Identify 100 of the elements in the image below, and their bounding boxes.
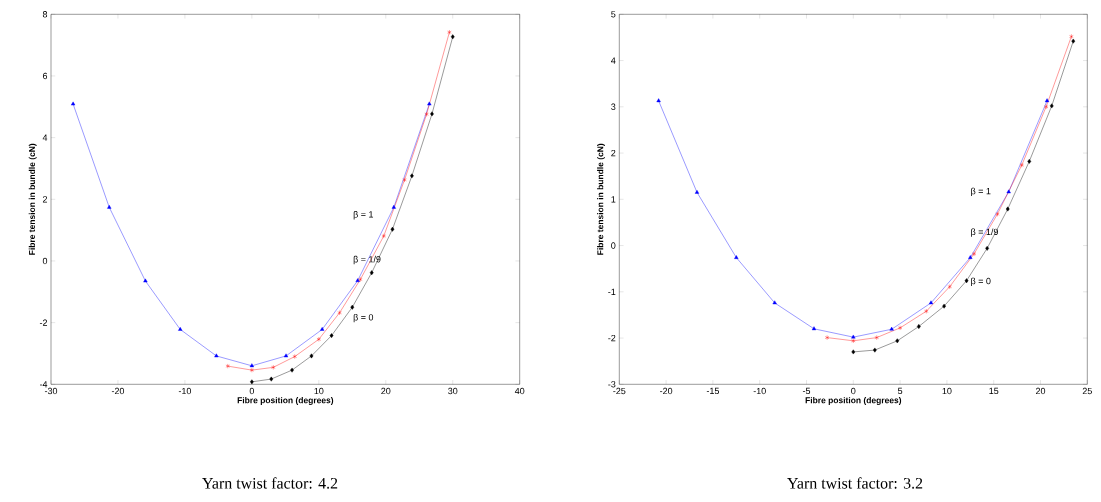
x-axis-title: Fibre position (degrees) bbox=[805, 397, 902, 405]
point bbox=[316, 336, 321, 342]
point bbox=[1044, 98, 1050, 103]
point bbox=[772, 300, 777, 305]
point bbox=[329, 333, 334, 338]
point bbox=[309, 353, 314, 359]
point bbox=[250, 379, 254, 385]
point bbox=[402, 177, 407, 183]
point bbox=[369, 270, 374, 276]
point bbox=[214, 353, 219, 358]
point bbox=[851, 334, 856, 339]
x-tick-label: -10 bbox=[178, 387, 192, 395]
y-tick-label: 4 bbox=[611, 57, 616, 64]
point bbox=[424, 111, 429, 117]
y-axis-title: Fibre tension in bundle (cN) bbox=[597, 143, 605, 255]
point bbox=[320, 327, 325, 331]
point bbox=[734, 255, 739, 259]
point bbox=[851, 349, 856, 355]
y-tick-label: 0 bbox=[42, 257, 48, 265]
point bbox=[916, 324, 921, 329]
point bbox=[1049, 103, 1054, 109]
point bbox=[1006, 189, 1011, 194]
x-tick-label: 30 bbox=[448, 387, 458, 395]
point bbox=[971, 251, 977, 257]
point bbox=[290, 367, 294, 373]
x-axis-title: Fibre position (degrees) bbox=[237, 397, 334, 405]
y-tick-label: 2 bbox=[42, 196, 48, 203]
point bbox=[107, 204, 112, 209]
series-label: β = 1/9 bbox=[353, 255, 381, 265]
point bbox=[811, 326, 817, 331]
point bbox=[895, 338, 900, 344]
x-tick-label: 10 bbox=[314, 387, 324, 395]
y-tick-label: -2 bbox=[608, 334, 616, 342]
point bbox=[283, 353, 289, 358]
x-tick-label: 20 bbox=[381, 387, 391, 395]
point bbox=[656, 98, 661, 103]
x-tick-label: 0 bbox=[249, 387, 255, 395]
point bbox=[249, 367, 254, 373]
point bbox=[889, 326, 894, 331]
point bbox=[430, 111, 434, 117]
y-tick-label: -2 bbox=[39, 319, 48, 326]
y-tick-label: 1 bbox=[611, 196, 616, 203]
point bbox=[898, 325, 903, 331]
y-tick-label: -4 bbox=[39, 381, 48, 388]
point bbox=[143, 278, 148, 283]
x-tick-label: -25 bbox=[613, 387, 626, 395]
series-label: β = 0 bbox=[353, 313, 374, 323]
x-tick-label: -5 bbox=[802, 387, 811, 395]
x-tick-label: -20 bbox=[660, 387, 673, 395]
point bbox=[1071, 38, 1076, 44]
y-tick-label: 3 bbox=[611, 103, 616, 110]
series-label: β = 1 bbox=[971, 187, 991, 197]
point bbox=[694, 189, 700, 194]
point bbox=[391, 204, 396, 209]
x-tick-label: 25 bbox=[1082, 387, 1092, 395]
y-tick-label: 2 bbox=[611, 149, 616, 157]
x-tick-label: -20 bbox=[111, 387, 125, 395]
point bbox=[1005, 206, 1010, 212]
point bbox=[947, 284, 952, 290]
y-tick-label: 5 bbox=[611, 11, 616, 18]
point bbox=[851, 338, 856, 344]
point bbox=[410, 173, 414, 179]
point bbox=[381, 233, 386, 239]
point bbox=[1019, 162, 1024, 168]
point bbox=[924, 308, 929, 314]
y-tick-label: 6 bbox=[42, 72, 48, 80]
point bbox=[269, 376, 274, 382]
text: Yarn twist factor: 4.2 bbox=[202, 477, 338, 489]
y-tick-label: -3 bbox=[608, 381, 616, 388]
point bbox=[985, 245, 989, 251]
point bbox=[964, 278, 969, 284]
point bbox=[1044, 104, 1049, 110]
point bbox=[928, 300, 934, 305]
series-label: β = 1 bbox=[353, 211, 374, 220]
y-tick-label: 0 bbox=[611, 242, 616, 249]
point bbox=[350, 304, 355, 310]
y-tick-label: 4 bbox=[42, 134, 48, 141]
text: Yarn twist factor: 3.2 bbox=[787, 477, 923, 489]
x-tick-label: -30 bbox=[44, 387, 58, 395]
series-label: β = 0 bbox=[971, 277, 991, 286]
point bbox=[271, 364, 276, 370]
x-tick-label: 20 bbox=[1035, 387, 1046, 395]
point bbox=[968, 255, 973, 259]
point bbox=[995, 211, 1000, 217]
point bbox=[942, 303, 946, 309]
point bbox=[337, 310, 342, 316]
point bbox=[71, 101, 76, 106]
x-tick-label: -10 bbox=[753, 387, 766, 395]
x-tick-label: 0 bbox=[851, 387, 856, 395]
point bbox=[874, 335, 879, 340]
x-tick-label: -15 bbox=[706, 387, 720, 395]
point bbox=[872, 347, 877, 353]
x-tick-label: 15 bbox=[989, 387, 999, 395]
point bbox=[427, 101, 432, 106]
y-tick-label: -1 bbox=[608, 288, 616, 295]
x-tick-label: 10 bbox=[942, 387, 952, 395]
point bbox=[249, 363, 254, 368]
point bbox=[390, 226, 395, 232]
y-tick-label: 8 bbox=[42, 11, 48, 18]
x-tick-label: 5 bbox=[897, 387, 903, 395]
